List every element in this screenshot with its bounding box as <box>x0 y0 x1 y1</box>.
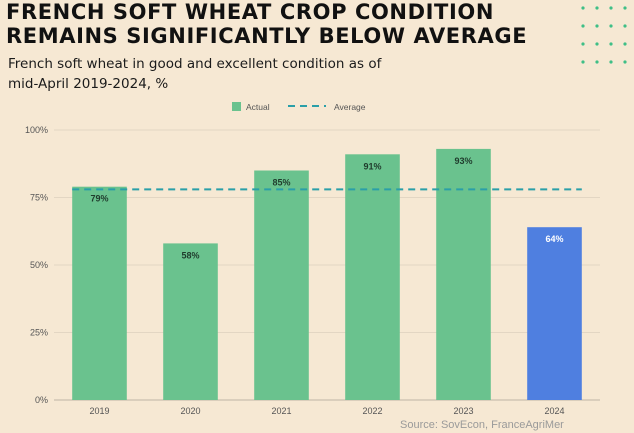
legend-swatch-actual <box>232 102 241 111</box>
chart-subtitle-line-2: mid-April 2019-2024, % <box>8 76 169 92</box>
decorative-dot <box>595 60 599 64</box>
y-tick-label: 25% <box>30 328 48 338</box>
bar-value-label: 93% <box>454 156 472 166</box>
legend-label-average: Average <box>334 102 366 112</box>
y-tick-label: 0% <box>35 395 48 405</box>
bar-value-label: 91% <box>363 161 381 171</box>
decorative-dot <box>623 24 627 28</box>
bar-value-label: 79% <box>90 194 108 204</box>
chart-title: FRENCH SOFT WHEAT CROP CONDITION REMAINS… <box>6 0 566 48</box>
decorative-dot <box>623 60 627 64</box>
bar-chart: 0% 25% 50% 75% 100% 79% 2019 58% 2020 85% 2021 91% 2… <box>25 102 600 416</box>
bar-value-label: 64% <box>545 234 563 244</box>
y-tick-label: 100% <box>25 125 48 135</box>
decorative-dot <box>581 6 585 10</box>
bar <box>163 243 218 400</box>
decorative-dot <box>595 24 599 28</box>
chart-title-line-2: REMAINS SIGNIFICANTLY BELOW AVERAGE <box>6 24 528 48</box>
bar <box>254 170 309 400</box>
decorative-dot-grid <box>581 6 627 64</box>
y-tick-label: 50% <box>30 260 48 270</box>
legend-label-actual: Actual <box>246 102 270 112</box>
decorative-dot <box>609 60 613 64</box>
bar <box>436 148 491 400</box>
bar-value-label: 58% <box>181 250 199 260</box>
chart-subtitle-line-1: French soft wheat in good and excellent … <box>8 56 382 72</box>
decorative-dot <box>623 6 627 10</box>
x-tick-label: 2019 <box>89 406 109 416</box>
source-note: Source: SovEcon, FranceAgriMer <box>400 419 564 431</box>
bar <box>345 154 400 400</box>
bar <box>72 186 127 400</box>
decorative-dot <box>581 24 585 28</box>
decorative-dot <box>609 6 613 10</box>
chart-subtitle: French soft wheat in good and excellent … <box>8 54 528 94</box>
decorative-dot <box>581 60 585 64</box>
y-tick-label: 75% <box>30 193 48 203</box>
x-tick-label: 2022 <box>362 406 382 416</box>
x-tick-label: 2023 <box>453 406 473 416</box>
chart-title-line-1: FRENCH SOFT WHEAT CROP CONDITION <box>6 0 495 24</box>
decorative-dot <box>623 42 627 46</box>
decorative-dot <box>581 42 585 46</box>
decorative-dot <box>595 6 599 10</box>
decorative-dot <box>609 24 613 28</box>
bar <box>527 227 582 400</box>
decorative-dot <box>609 42 613 46</box>
x-tick-label: 2020 <box>180 406 200 416</box>
x-tick-label: 2021 <box>271 406 291 416</box>
decorative-dot <box>595 42 599 46</box>
bar-value-label: 85% <box>272 178 290 188</box>
x-tick-label: 2024 <box>544 406 564 416</box>
